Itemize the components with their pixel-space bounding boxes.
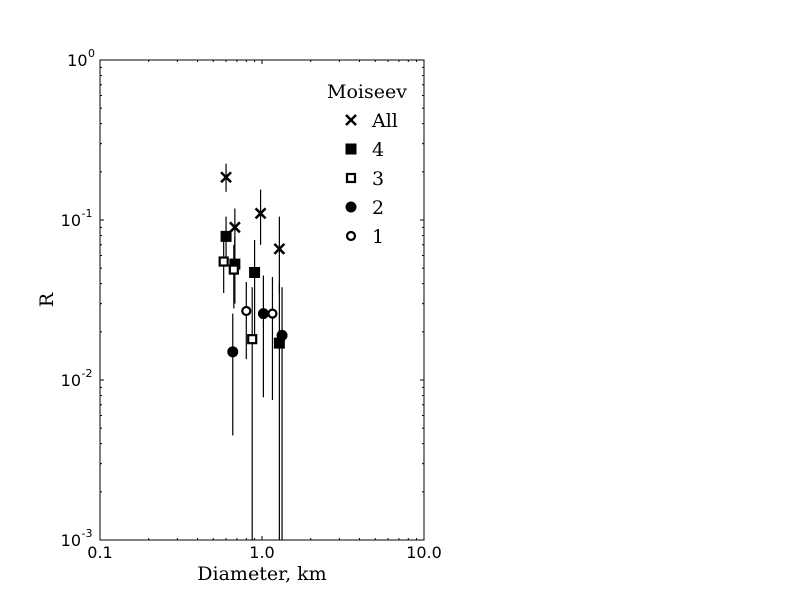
- plot-area: [100, 60, 424, 540]
- y-tick-label: 10 -2: [61, 367, 93, 390]
- legend-marker: [345, 172, 357, 184]
- legend-label: 3: [372, 168, 384, 190]
- x-tick-label: 1.0: [249, 543, 274, 562]
- legend-label: 4: [372, 139, 384, 161]
- y-tick-exponent: 0: [88, 47, 95, 60]
- error-bars: [223, 163, 283, 540]
- x-tick-label: 10.0: [406, 543, 442, 562]
- data-point: [276, 329, 288, 341]
- data-point: [249, 266, 261, 278]
- data-point: [247, 334, 258, 345]
- y-tick-exponent: -2: [82, 367, 93, 380]
- data-point: [257, 308, 269, 320]
- data-point: [220, 171, 232, 184]
- y-tick-exponent: -1: [82, 207, 93, 220]
- legend-marker: [345, 114, 357, 126]
- legend-label: 1: [372, 226, 384, 248]
- legend-marker: [345, 143, 357, 155]
- y-tick-base: 10: [61, 211, 81, 230]
- y-tick-base: 10: [61, 371, 81, 390]
- y-axis-title: R: [36, 292, 58, 307]
- y-tick-label: 10 -3: [61, 527, 93, 550]
- legend-marker: [345, 230, 357, 242]
- data-point: [218, 256, 229, 267]
- legend: Moiseev All 4 3 2 1: [327, 81, 407, 248]
- plot-frame: [99, 59, 425, 541]
- x-tick-labels: 0.1 1.0 10.0: [87, 543, 442, 562]
- x-tick-label: 0.1: [87, 543, 112, 562]
- data-point: [227, 346, 239, 358]
- legend-marker: [345, 201, 357, 213]
- data-point: [273, 242, 286, 255]
- data-markers: [218, 171, 288, 358]
- legend-label: 2: [372, 197, 384, 219]
- legend-label: All: [371, 110, 398, 132]
- data-point: [228, 264, 239, 275]
- y-tick-base: 10: [67, 51, 87, 70]
- data-point: [228, 221, 241, 234]
- y-tick-exponent: -3: [82, 527, 93, 540]
- data-point: [220, 230, 232, 242]
- legend-title: Moiseev: [327, 81, 407, 103]
- data-point: [241, 305, 252, 317]
- data-point: [254, 207, 267, 220]
- y-tick-base: 10: [61, 531, 81, 550]
- y-tick-label: 10 -1: [61, 207, 93, 230]
- x-axis-title: Diameter, km: [197, 563, 326, 585]
- data-point: [267, 308, 278, 319]
- y-tick-label: 10 0: [67, 47, 95, 70]
